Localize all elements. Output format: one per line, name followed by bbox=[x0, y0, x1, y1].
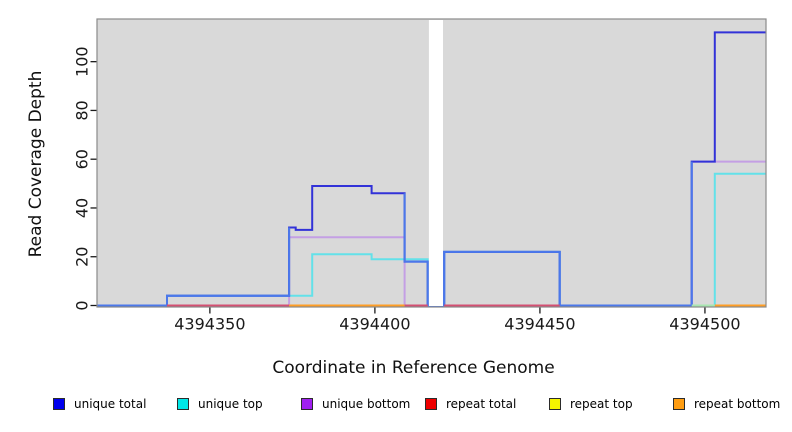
legend-item-repeat-total: repeat total bbox=[425, 395, 516, 413]
legend-swatch-unique-total bbox=[53, 398, 65, 410]
legend-item-unique-total: unique total bbox=[53, 395, 146, 413]
legend-label-unique-bottom: unique bottom bbox=[322, 397, 411, 411]
x-tick-label: 4394450 bbox=[504, 315, 575, 334]
x-tick-label: 4394400 bbox=[339, 315, 410, 334]
legend-label-unique-top: unique top bbox=[198, 397, 263, 411]
x-tick-label: 4394350 bbox=[174, 315, 245, 334]
legend-label-repeat-top: repeat top bbox=[570, 397, 633, 411]
legend-item-repeat-top: repeat top bbox=[549, 395, 633, 413]
no-data-gap-band bbox=[428, 20, 444, 306]
y-tick-label: 40 bbox=[73, 198, 92, 218]
y-tick-label: 80 bbox=[73, 100, 92, 120]
y-tick-label: 20 bbox=[73, 247, 92, 267]
legend-swatch-unique-bottom bbox=[301, 398, 313, 410]
legend-label-unique-total: unique total bbox=[74, 397, 147, 411]
y-axis-title: Read Coverage Depth bbox=[26, 70, 46, 258]
legend-item-unique-bottom: unique bottom bbox=[301, 395, 410, 413]
plot-panel-border bbox=[96, 18, 767, 308]
series-line-unique-total-overlap bbox=[97, 227, 291, 307]
series-line-unique-total-overlap bbox=[403, 161, 693, 307]
legend-swatch-repeat-total bbox=[425, 398, 437, 410]
legend-swatch-repeat-bottom bbox=[673, 398, 685, 410]
x-tick-label: 4394500 bbox=[669, 315, 740, 334]
legend-label-repeat-bottom: repeat bottom bbox=[694, 397, 781, 411]
y-tick-label: 60 bbox=[73, 149, 92, 169]
chart-legend: unique total unique top unique bottom repea… bbox=[0, 395, 792, 415]
y-tick-label: 0 bbox=[73, 300, 92, 310]
x-axis-title: Coordinate in Reference Genome bbox=[272, 358, 555, 378]
legend-item-repeat-bottom: repeat bottom bbox=[673, 395, 780, 413]
legend-swatch-repeat-top bbox=[549, 398, 561, 410]
legend-item-unique-top: unique top bbox=[177, 395, 263, 413]
legend-label-repeat-total: repeat total bbox=[446, 397, 517, 411]
legend-swatch-unique-top bbox=[177, 398, 189, 410]
y-tick-label: 100 bbox=[73, 46, 92, 77]
